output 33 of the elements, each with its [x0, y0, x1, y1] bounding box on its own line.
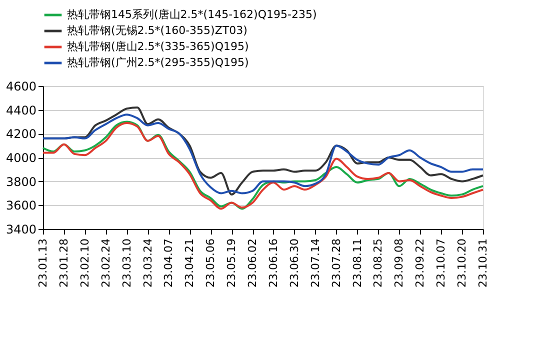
x-tick-label: 23.08.25 — [372, 238, 385, 288]
legend-label: 热轧带钢(广州2.5*(295-355)Q195) — [67, 56, 249, 69]
x-tick-label: 23.05.06 — [204, 238, 218, 288]
x-tick-label: 23.06.02 — [246, 238, 260, 288]
y-tick-label: 3600 — [6, 198, 36, 213]
y-tick-label: 4000 — [6, 151, 36, 165]
x-tick-label: 23.05.19 — [225, 238, 238, 288]
x-tick-label: 23.04.07 — [162, 238, 176, 288]
legend-label: 热轧带钢(无锡2.5*(160-355)ZT03) — [67, 24, 248, 37]
x-tick-label: 23.07.14 — [308, 238, 322, 288]
x-tick-label: 23.02.24 — [99, 238, 112, 288]
x-tick-label: 23.03.10 — [120, 238, 134, 288]
x-tick-label: 23.03.24 — [141, 238, 154, 288]
x-tick-label: 23.10.20 — [456, 238, 469, 288]
x-tick-label: 23.01.13 — [36, 238, 50, 288]
x-tick-label: 23.06.16 — [266, 238, 280, 288]
legend-label: 热轧带钢(唐山2.5*(335-365)Q195) — [67, 40, 249, 53]
x-tick-label: 23.10.07 — [434, 238, 448, 288]
x-tick-label: 23.07.28 — [330, 238, 343, 288]
x-tick-label: 23.09.22 — [414, 238, 427, 288]
legend-label: 热轧带钢145系列(唐山2.5*(145-162)Q195-235) — [67, 8, 317, 21]
y-tick-label: 4200 — [6, 127, 36, 142]
y-tick-label: 3400 — [6, 222, 36, 236]
x-tick-label: 23.02.10 — [78, 238, 92, 288]
x-tick-label: 23.06.30 — [288, 238, 301, 288]
x-tick-label: 23.09.08 — [392, 238, 406, 288]
x-tick-label: 23.08.11 — [350, 238, 364, 288]
y-tick-label: 4400 — [6, 103, 36, 118]
y-tick-label: 4600 — [6, 80, 36, 94]
y-tick-label: 3800 — [6, 174, 36, 189]
x-tick-label: 23.10.31 — [476, 238, 490, 288]
x-tick-label: 23.01.28 — [57, 238, 70, 288]
x-tick-label: 23.04.21 — [183, 238, 196, 288]
